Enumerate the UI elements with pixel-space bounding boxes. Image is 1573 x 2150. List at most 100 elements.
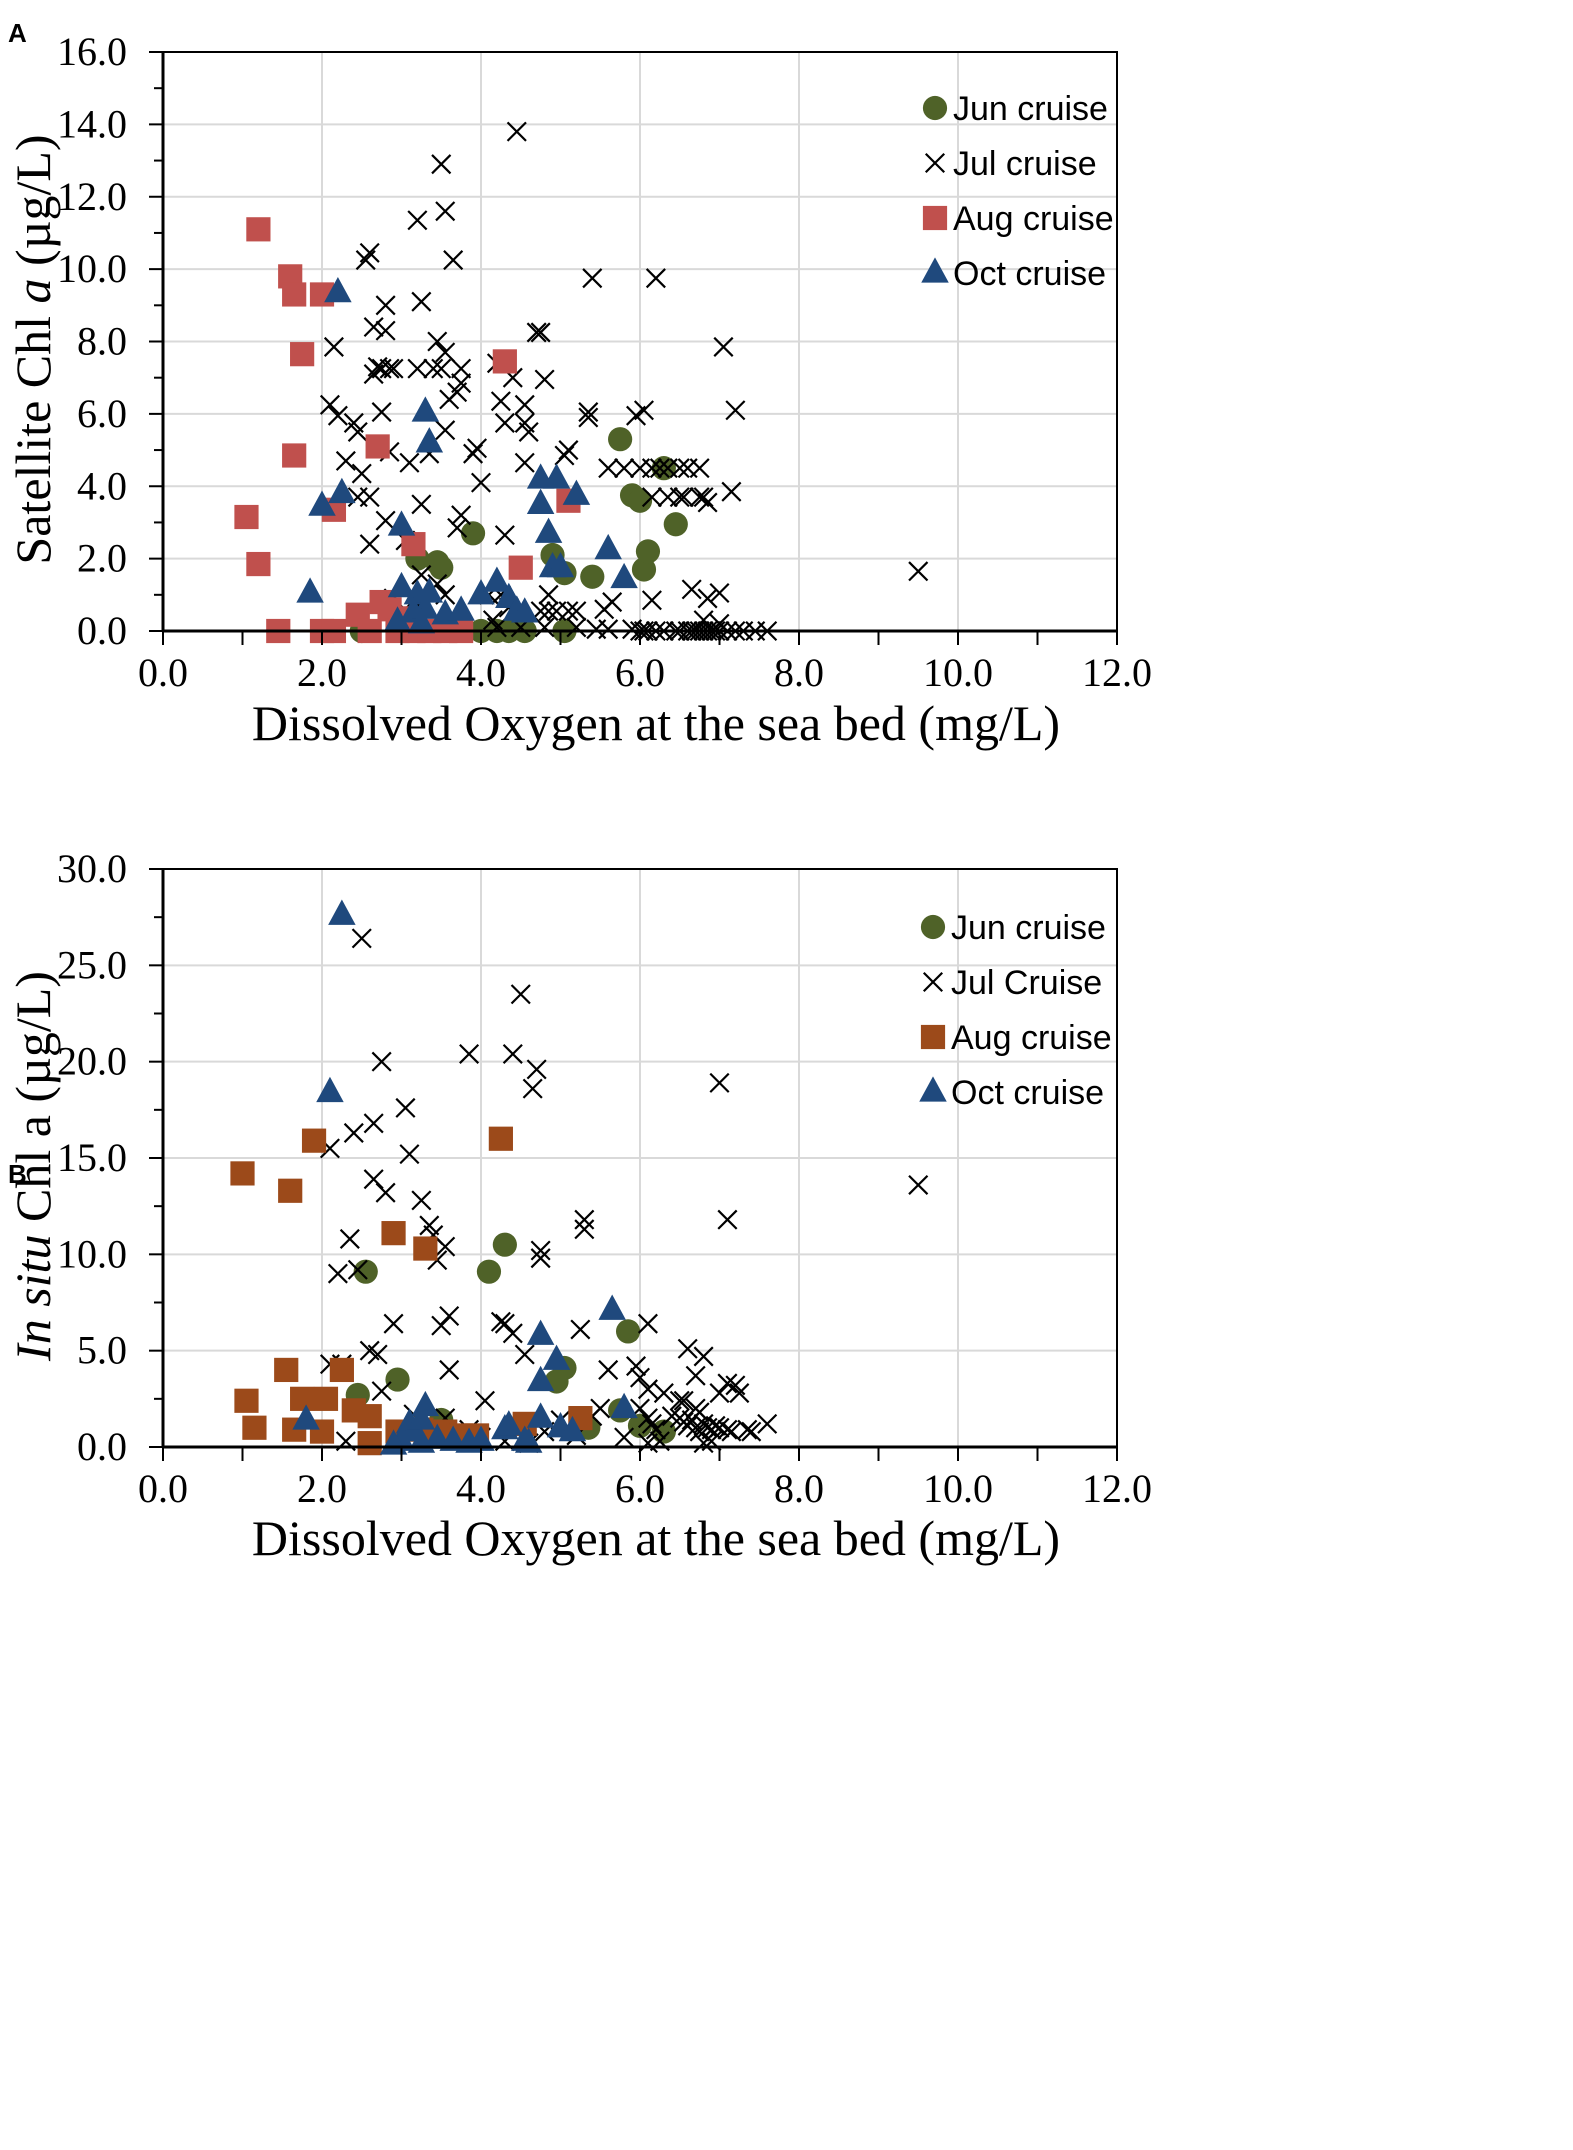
point-triangle-a [415,577,444,603]
point-x-b [395,1097,416,1118]
legend-marker-triangle-a [921,257,949,283]
point-x-b [709,1417,730,1438]
point-square-b [381,1221,406,1246]
point-x-a [645,268,666,289]
x-tick-label-a: 4.0 [456,650,506,695]
point-x-a [558,601,579,622]
point-x-a [602,592,623,613]
point-x-b [411,1190,432,1211]
point-x-a [407,210,428,231]
point-x-b [514,1344,535,1365]
point-x-b [737,1419,758,1440]
point-square-b [313,1386,339,1411]
point-square-b [357,1431,382,1456]
point-triangle-b [526,1319,555,1345]
point-square-a [246,217,271,242]
point-x-a [578,407,599,428]
x-axis-title-a: Dissolved Oxygen at the sea bed (mg/L) [252,695,1060,751]
point-triangle-a [411,396,440,422]
point-x-b [383,1313,404,1334]
point-x-a [431,154,452,175]
point-x-b [637,1408,658,1429]
point-x-b [510,984,531,1005]
point-triangle-a [411,593,440,619]
point-x-a [689,458,710,479]
legend-b: Jun cruise Jul Cruise Aug cruise Oct cruise [919,909,1112,1112]
point-x-a [538,584,559,605]
point-x-a [526,322,547,343]
point-triangle-a [526,488,555,514]
point-x-a [363,317,384,338]
x-tick-label-b: 8.0 [774,1466,824,1511]
y-axis-title-a-italic: a [5,278,61,303]
point-triangle-a [383,606,412,632]
point-x-a [490,391,511,412]
point-x-b [574,1209,595,1230]
point-x-b [598,1359,619,1380]
x-tick-label-a: 6.0 [615,650,665,695]
panel-label-a: A [8,18,27,48]
point-x-b [439,1359,460,1380]
y-tick-label-a: 0.0 [77,608,127,653]
point-x-a [375,510,396,531]
point-x-a [363,364,384,385]
point-x-a [371,402,392,423]
point-x-b [399,1144,420,1165]
point-x-b [637,1313,658,1334]
point-x-b [371,1381,392,1402]
y-axis-title-a-prefix: Satellite Chl [5,303,61,564]
point-x-a [578,402,599,423]
point-square-b [242,1415,267,1440]
point-x-b [709,1383,730,1404]
point-x-b [653,1383,674,1404]
panel-b: B 0.0 2.0 4.0 6.0 8.0 10.0 12.0 0.0 5.0 10.0 15.0 2… [5,846,1152,1566]
point-triangle-b [542,1344,571,1370]
point-triangle-b [407,1404,436,1430]
x-tick-label-a: 8.0 [774,650,824,695]
point-square-a [401,532,426,557]
legend-marker-x-b [922,971,944,993]
point-x-a [598,619,619,640]
legend-label-a: Aug cruise [953,200,1114,238]
point-x-a [633,400,654,421]
point-triangle-a [467,579,495,605]
y-tick-label-b: 15.0 [57,1135,127,1180]
point-triangle-a [415,427,444,453]
point-x-b [530,1240,551,1261]
y-axis-title-a-suffix: (µg/L) [5,134,61,278]
point-x-a [641,590,662,611]
tick-labels-b: 0.0 2.0 4.0 6.0 8.0 10.0 12.0 0.0 5.0 10.0 15.0 20.… [57,846,1152,1511]
point-x-b [574,1219,595,1240]
point-x-a [435,201,456,222]
point-x-a [669,458,690,479]
point-square-a [508,555,533,580]
y-tick-label-b: 0.0 [77,1424,127,1469]
point-x-a [347,487,368,508]
point-x-b [502,1043,523,1064]
point-x-b [677,1415,698,1436]
point-square-b [488,1126,513,1151]
point-x-a [355,250,376,271]
point-square-b [301,1128,327,1153]
point-x-a [530,322,551,343]
point-triangle-a [534,517,563,543]
y-tick-label-a: 8.0 [77,319,127,364]
point-x-b [431,1315,452,1336]
point-x-b [661,1406,682,1427]
point-x-b [339,1228,360,1249]
legend-label-a: Jun cruise [953,90,1108,128]
point-circle-a [631,557,657,582]
point-x-a [558,440,579,461]
point-x-b [685,1365,706,1386]
point-x-b [502,1323,523,1344]
point-square-a [246,551,271,577]
point-x-a [443,250,464,271]
point-x-a [335,450,356,471]
point-x-a [359,534,380,555]
y-tick-label-b: 20.0 [57,1039,127,1084]
series-triangle-a [296,276,638,634]
point-x-a [431,358,452,379]
point-x-b [741,1421,762,1442]
legend-label-b: Oct cruise [951,1074,1104,1112]
point-triangle-b [328,899,356,925]
